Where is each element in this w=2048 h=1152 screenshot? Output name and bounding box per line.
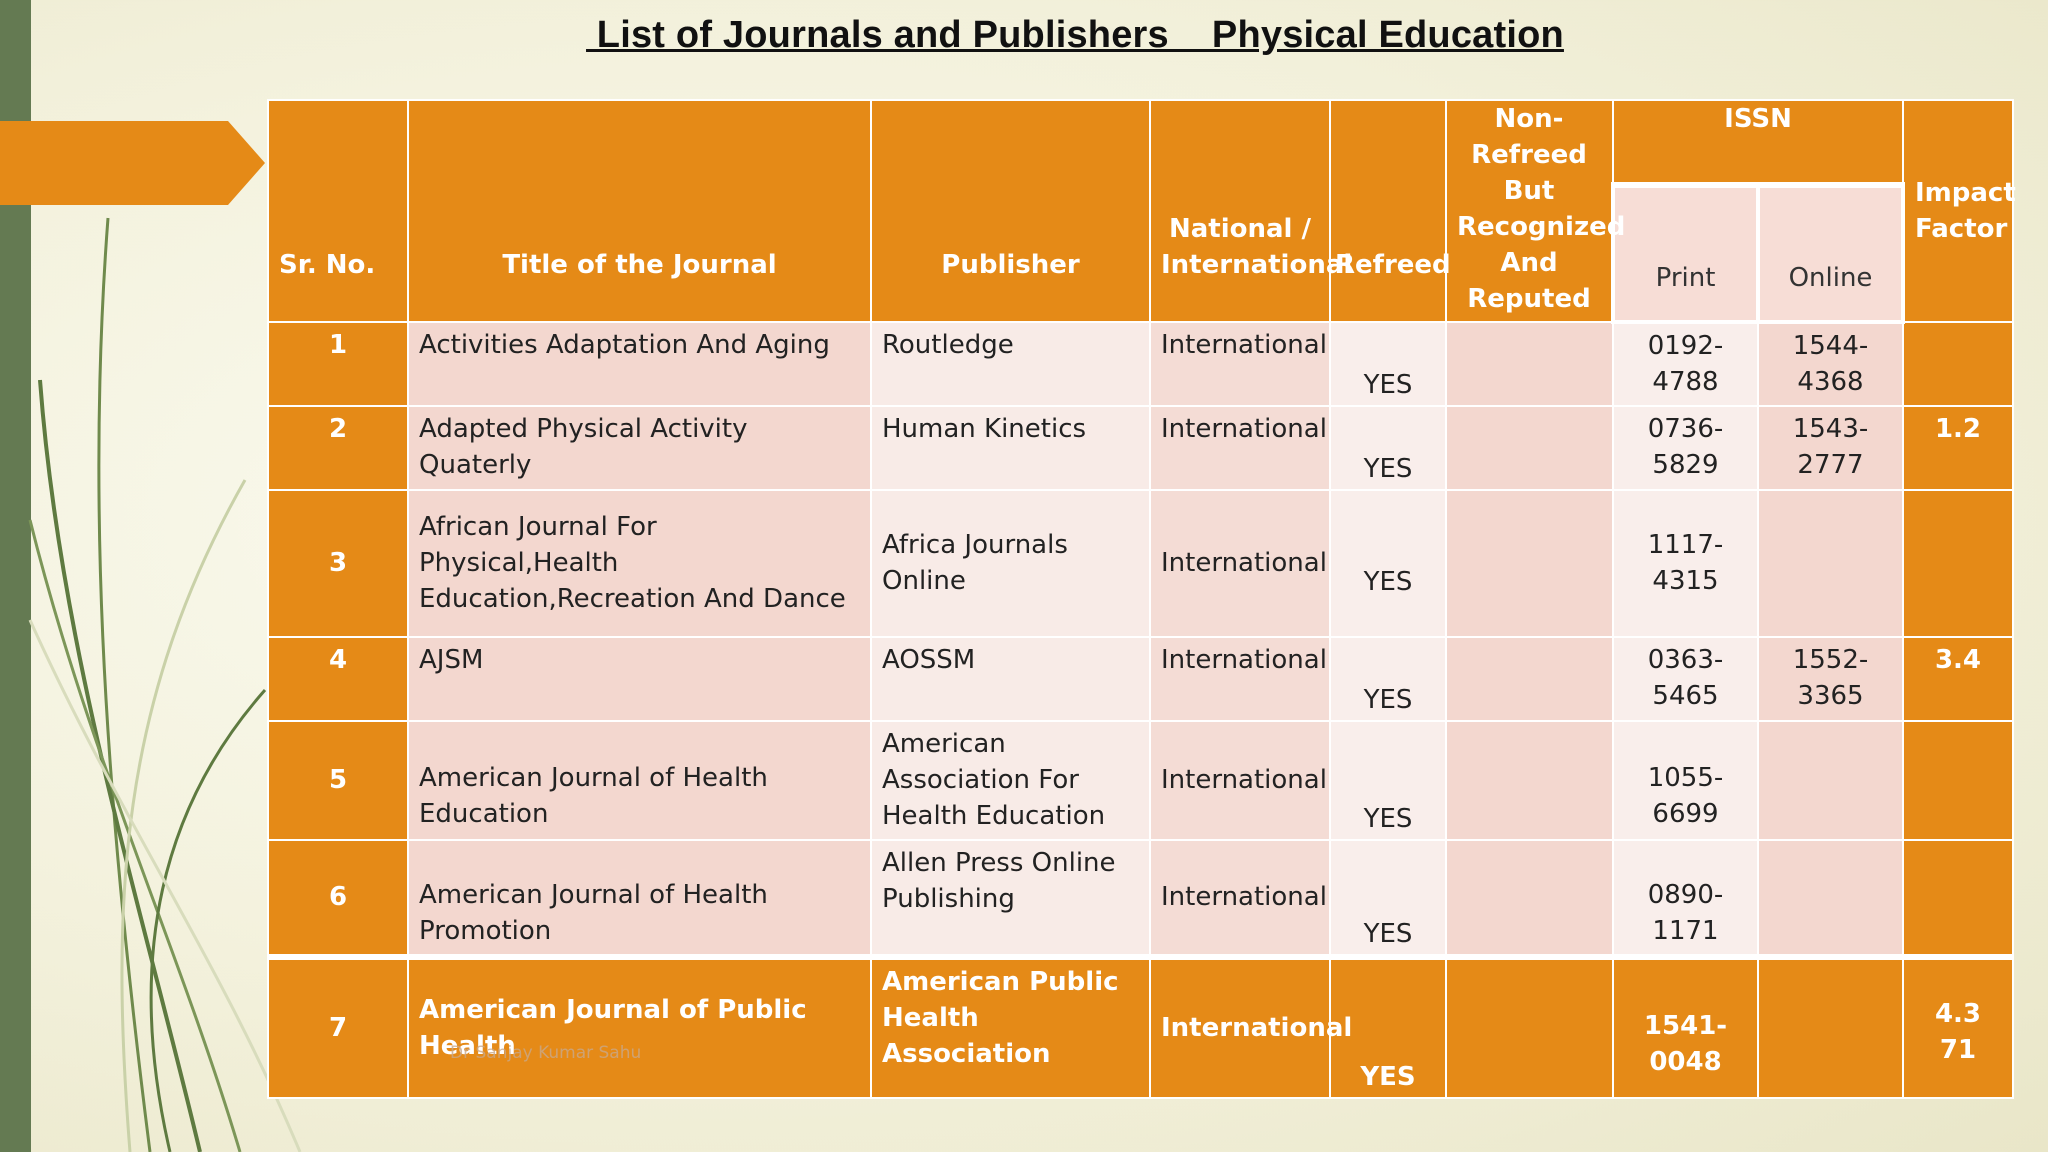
cell-issn-online (1757, 838, 1904, 958)
cell-non-refreed (1445, 404, 1614, 491)
cell-issn-online (1757, 955, 1904, 1100)
cell-issn-print: 0192-4788 (1612, 321, 1759, 407)
journals-table: Sr. No. Title of the Journal Publisher N… (267, 98, 2016, 1100)
cell-sr-no: 3 (267, 488, 409, 638)
header-title: Title of the Journal (407, 99, 872, 323)
cell-scope: International (1149, 321, 1331, 407)
cell-refreed: YES (1329, 635, 1447, 722)
cell-impact-factor (1902, 321, 2014, 407)
header-print: Print (1611, 183, 1760, 324)
cell-publisher: Routledge (870, 321, 1151, 407)
cell-refreed: YES (1329, 955, 1447, 1100)
decorative-vines (28, 217, 302, 1152)
table-row-highlighted: 7 American Journal of Public Health Amer… (267, 955, 2014, 1100)
cell-non-refreed (1445, 488, 1614, 638)
cell-issn-print: 0890-1171 (1612, 838, 1759, 958)
cell-non-refreed (1445, 321, 1614, 407)
cell-publisher: Allen Press Online Publishing (870, 838, 1151, 958)
cell-scope: International (1149, 404, 1331, 491)
cell-impact-factor (1902, 838, 2014, 958)
cell-scope: International (1149, 635, 1331, 722)
header-sr-no: Sr. No. (267, 99, 409, 323)
cell-sr-no: 2 (267, 404, 409, 491)
cell-issn-print: 1117-4315 (1612, 488, 1759, 638)
header-refreed: Refreed (1329, 99, 1451, 323)
cell-issn-online: 1552-3365 (1757, 635, 1904, 722)
cell-publisher: Human Kinetics (870, 404, 1151, 491)
header-non-refreed: Non-Refreed But Recognized And Reputed (1445, 99, 1625, 323)
cell-title: American Journal of Health Promotion (407, 838, 872, 958)
cell-publisher: American Public Health Association (870, 955, 1151, 1100)
cell-title: American Journal of Health Education (407, 719, 872, 841)
table-row: 4 AJSM AOSSM International YES 0363-5465… (267, 635, 2014, 722)
cell-title: Adapted Physical Activity Quaterly (407, 404, 872, 491)
cell-impact-factor: 4.371 (1902, 955, 2014, 1100)
header-online: Online (1756, 183, 1905, 324)
cell-sr-no: 4 (267, 635, 409, 722)
cell-refreed: YES (1329, 838, 1447, 958)
cell-title: AJSM (407, 635, 872, 722)
cell-impact-factor: 3.4 (1902, 635, 2014, 722)
table-row: 5 American Journal of Health Education A… (267, 719, 2014, 841)
table-row: 3 African Journal For Physical,Health Ed… (267, 488, 2014, 638)
author-watermark: Dr Sanjay Kumar Sahu (450, 1043, 642, 1063)
page-title: List of Journals and Publishers Physical… (586, 14, 1564, 56)
cell-title: Activities Adaptation And Aging (407, 321, 872, 407)
cell-scope: International (1149, 838, 1331, 958)
cell-issn-print: 0736-5829 (1612, 404, 1759, 491)
cell-issn-print: 0363-5465 (1612, 635, 1759, 722)
cell-non-refreed (1445, 635, 1614, 722)
cell-scope: International (1149, 719, 1331, 841)
table-row: 1 Activities Adaptation And Aging Routle… (267, 321, 2014, 407)
cell-publisher: Africa Journals Online (870, 488, 1151, 638)
cell-issn-print: 1055-6699 (1612, 719, 1759, 841)
header-impact-factor: Impact Factor (1902, 99, 2016, 323)
cell-non-refreed (1445, 955, 1614, 1100)
cell-impact-factor (1902, 488, 2014, 638)
cell-refreed: YES (1329, 719, 1447, 841)
header-national-international: National / International (1149, 99, 1352, 323)
cell-title: American Journal of Public Health (407, 955, 872, 1100)
cell-refreed: YES (1329, 488, 1447, 638)
cell-sr-no: 1 (267, 321, 409, 407)
cell-publisher: American Association For Health Educatio… (870, 719, 1151, 841)
cell-issn-online: 1544-4368 (1757, 321, 1904, 407)
cell-sr-no: 7 (267, 955, 409, 1100)
cell-issn-online (1757, 488, 1904, 638)
cell-scope: International (1149, 955, 1352, 1100)
cell-refreed: YES (1329, 321, 1447, 407)
header-publisher: Publisher (870, 99, 1151, 323)
cell-issn-online (1757, 719, 1904, 841)
cell-title: African Journal For Physical,Health Educ… (407, 488, 872, 638)
cell-impact-factor (1902, 719, 2014, 841)
cell-issn-print: 1541-0048 (1612, 955, 1759, 1100)
header-issn: ISSN (1612, 98, 1904, 189)
cell-sr-no: 5 (267, 719, 409, 841)
arrow-tab-shape (0, 121, 265, 205)
table-row: 6 American Journal of Health Promotion A… (267, 838, 2014, 958)
cell-sr-no: 6 (267, 838, 409, 958)
cell-publisher: AOSSM (870, 635, 1151, 722)
cell-issn-online: 1543-2777 (1757, 404, 1904, 491)
cell-scope: International (1149, 488, 1331, 638)
cell-non-refreed (1445, 838, 1614, 958)
table-row: 2 Adapted Physical Activity Quaterly Hum… (267, 404, 2014, 491)
cell-refreed: YES (1329, 404, 1447, 491)
cell-non-refreed (1445, 719, 1614, 841)
cell-impact-factor: 1.2 (1902, 404, 2014, 491)
